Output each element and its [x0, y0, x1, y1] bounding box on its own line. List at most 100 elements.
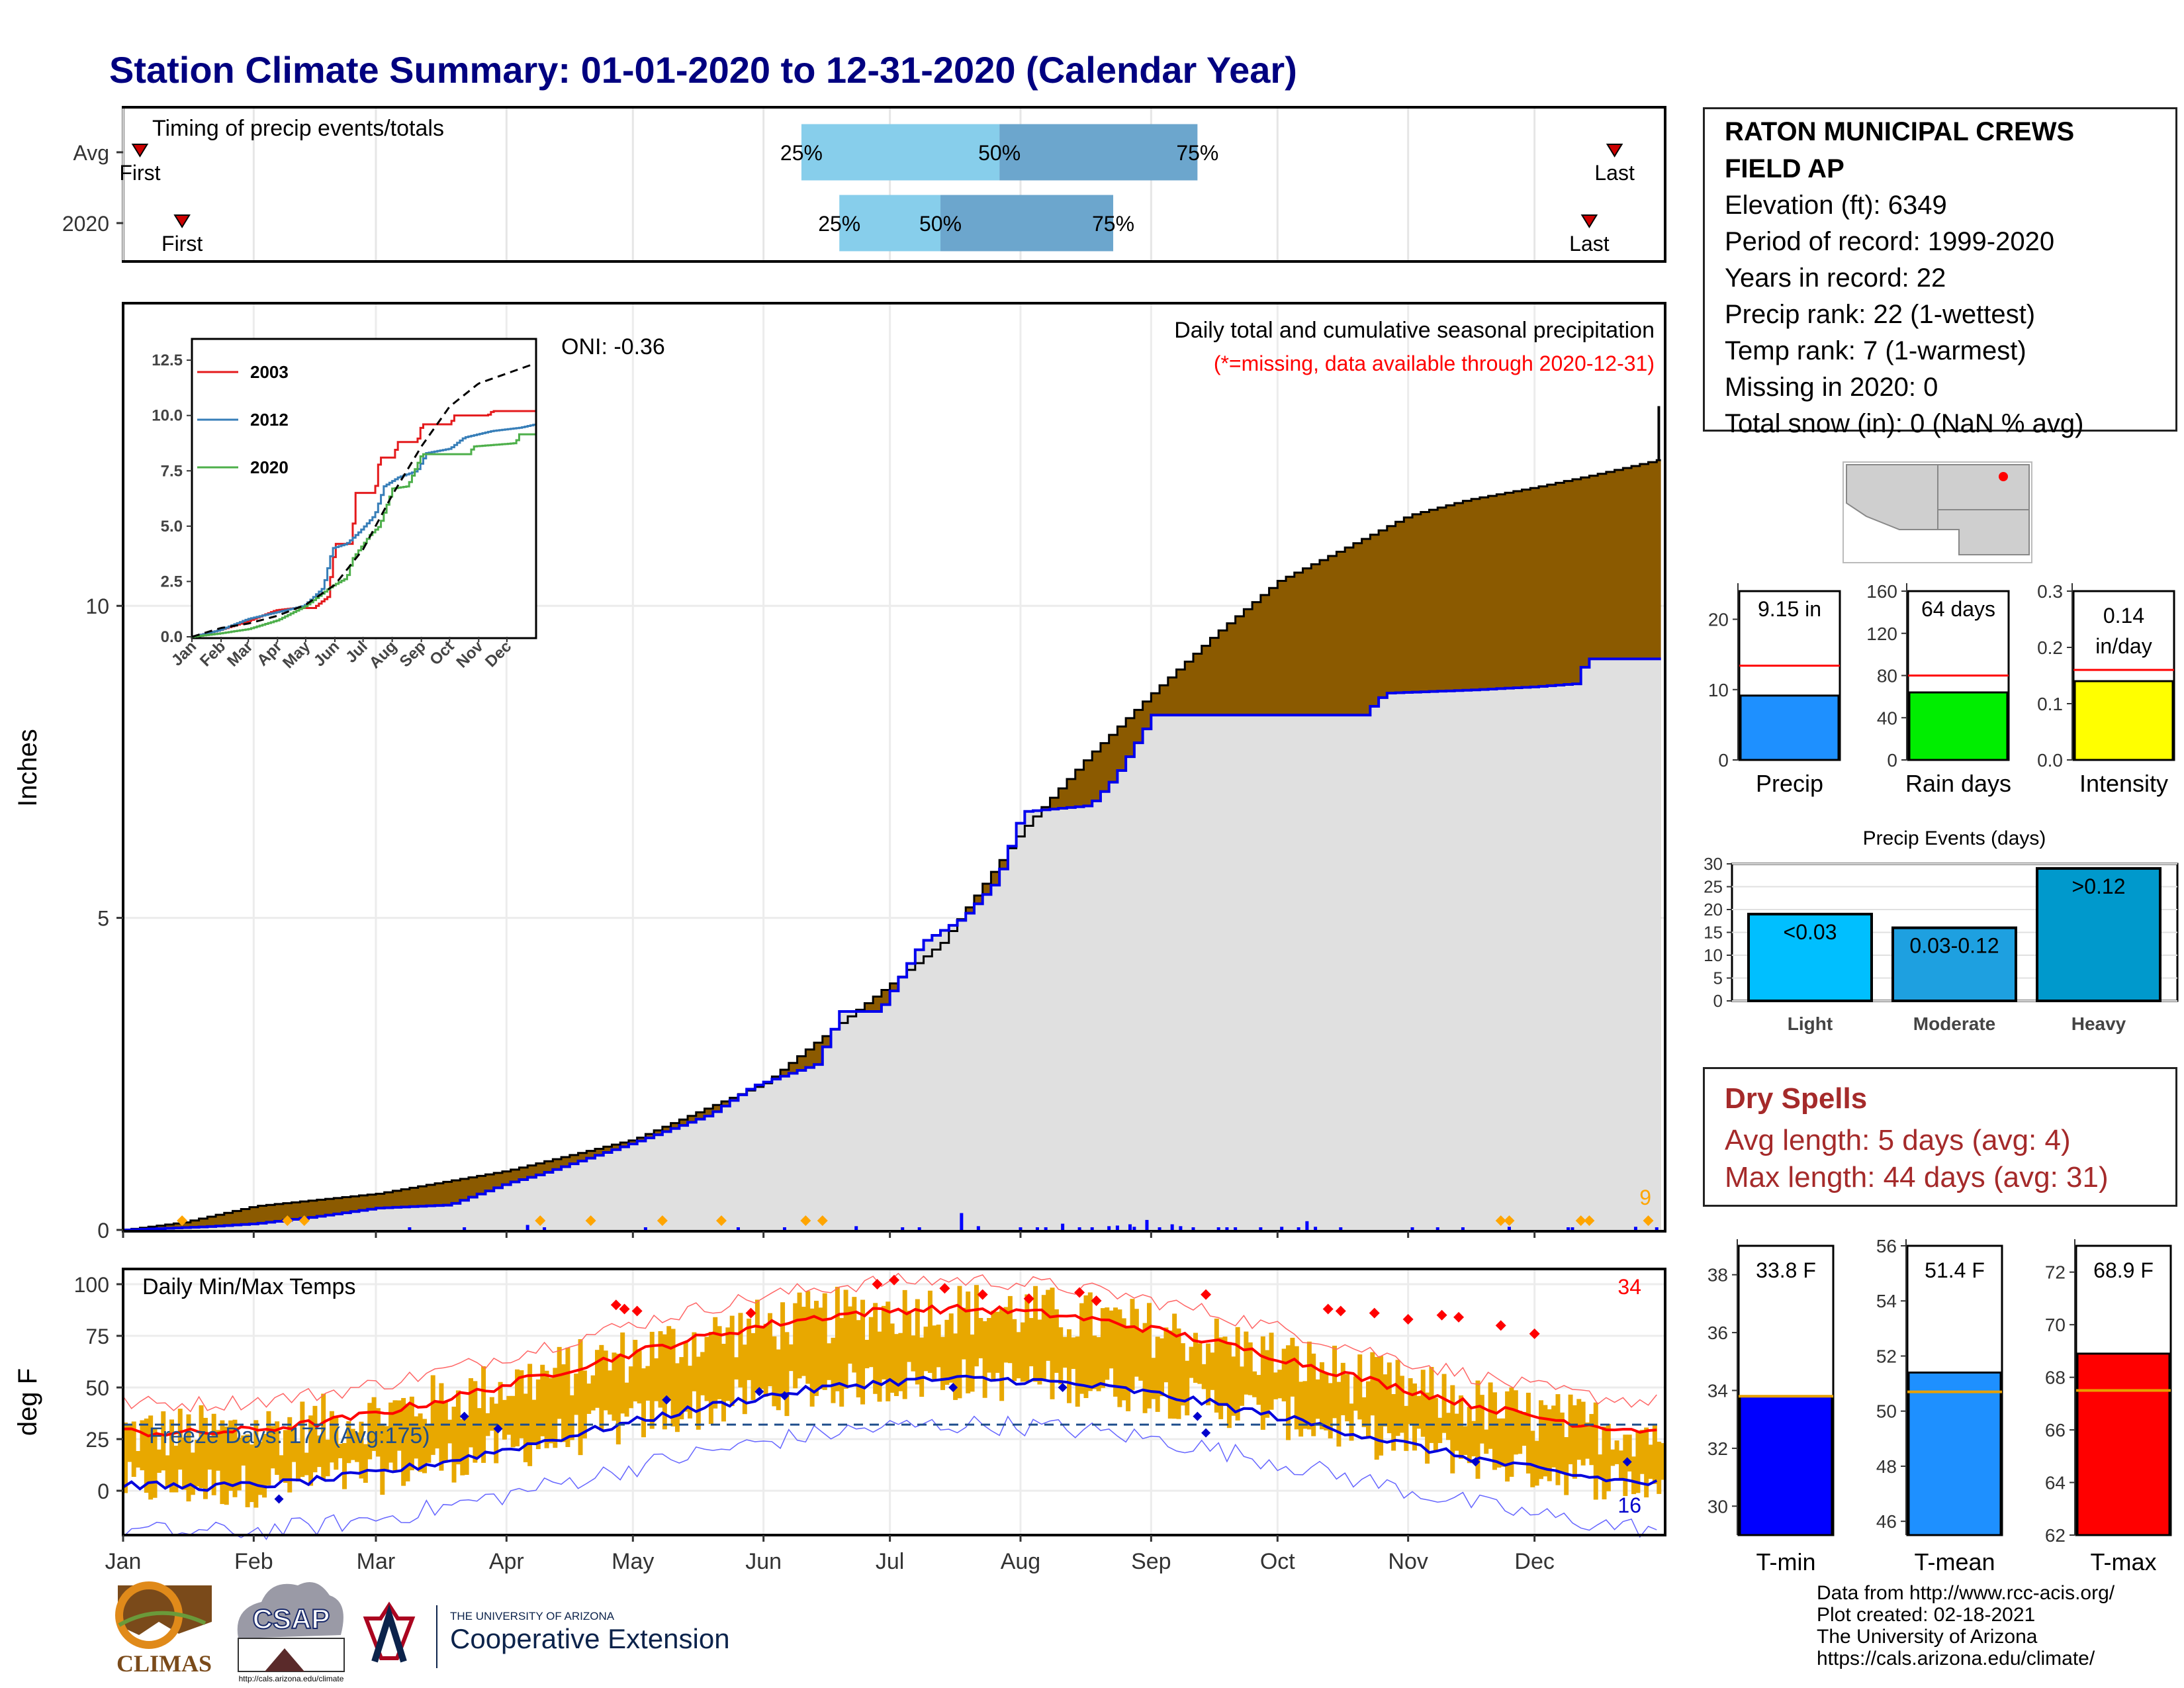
daily-precip-bar [1191, 1227, 1195, 1230]
mini-chart-y-tick-label: 120 [1866, 624, 1897, 644]
daily-temp-bar [1028, 1318, 1034, 1366]
daily-temp-bar [241, 1435, 246, 1466]
daily-temp-bar [961, 1307, 966, 1360]
daily-temp-bar [1572, 1405, 1577, 1479]
daily-temp-bar [894, 1334, 899, 1397]
daily-temp-bar [1580, 1401, 1586, 1466]
record-low-marker [1201, 1428, 1211, 1438]
daily-temp-bar [1610, 1449, 1615, 1466]
daily-temp-bar [780, 1302, 786, 1395]
daily-temp-bar [966, 1291, 971, 1393]
daily-temp-bar [801, 1307, 806, 1376]
daily-temp-bar [1657, 1441, 1662, 1494]
daily-temp-bar [1576, 1399, 1582, 1460]
daily-precip-bar [901, 1227, 905, 1230]
daily-temp-bar [371, 1397, 377, 1451]
daily-temp-bar [637, 1350, 642, 1404]
mini-chart-label: Precip [1756, 770, 1823, 797]
daily-precip-bar [1225, 1227, 1229, 1230]
precip-y-tick-label: 10 [85, 594, 109, 618]
daily-temp-bar [898, 1333, 903, 1391]
daily-temp-bar [612, 1352, 617, 1421]
daily-temp-bar [1269, 1333, 1274, 1410]
events-bar-moderate [1891, 926, 2017, 1002]
record-high-marker [1074, 1287, 1085, 1298]
daily-temp-bar [506, 1395, 512, 1435]
temp-chart-label: T-mean [1914, 1548, 1995, 1575]
record-high-marker [1402, 1314, 1414, 1325]
daily-temp-bar [717, 1326, 722, 1399]
daily-temp-bar [1189, 1346, 1194, 1378]
daily-temp-bar [1167, 1330, 1173, 1419]
timing-marker-label: First [161, 232, 203, 256]
daily-precip-bar [1339, 1227, 1343, 1230]
daily-temp-bar [1425, 1392, 1430, 1464]
daily-temp-bar [190, 1452, 195, 1495]
daily-temp-bar [1020, 1322, 1025, 1382]
daily-temp-bar [216, 1430, 221, 1471]
temp-x-tick-label: May [612, 1549, 654, 1574]
daily-temp-bar [236, 1438, 242, 1491]
daily-temp-bar [1450, 1385, 1455, 1474]
daily-precip-bar [525, 1225, 529, 1230]
daily-temp-bar [1644, 1427, 1649, 1498]
daily-temp-bar [1324, 1372, 1329, 1430]
dry-spells-title: Dry Spells [1725, 1082, 1868, 1115]
daily-temp-bar [852, 1297, 857, 1373]
daily-precip-bar [463, 1227, 467, 1230]
timing-p50-label: 50% [919, 212, 962, 236]
mini-chart-y-tick-label: 40 [1877, 708, 1897, 728]
daily-temp-bar [1361, 1397, 1367, 1427]
daily-temp-bar [1585, 1422, 1590, 1459]
daily-temp-bar [754, 1299, 760, 1391]
precip-y-tick-label: 0 [97, 1219, 109, 1243]
daily-temp-bar [1218, 1337, 1224, 1419]
missing-note: (*=missing, data available through 2020-… [1214, 352, 1655, 375]
daily-temp-bar [316, 1435, 322, 1468]
daily-temp-bar [1092, 1335, 1097, 1389]
daily-temp-bar [586, 1383, 592, 1414]
daily-temp-bar [688, 1366, 693, 1419]
daily-temp-bar [742, 1344, 747, 1415]
daily-temp-bar [1185, 1360, 1190, 1416]
daily-precip-bar [1297, 1227, 1300, 1230]
daily-temp-bar [873, 1303, 878, 1394]
daily-temp-bar [1096, 1336, 1101, 1391]
daily-temp-bar [173, 1445, 179, 1493]
temp-x-tick-label: Nov [1388, 1549, 1428, 1574]
record-high-marker [1453, 1311, 1465, 1323]
daily-temp-bar [1222, 1336, 1228, 1406]
record-high-marker [1335, 1305, 1346, 1317]
daily-temp-bar [1379, 1356, 1384, 1456]
daily-temp-bar [1602, 1427, 1607, 1500]
page-title: Station Climate Summary: 01-01-2020 to 1… [109, 49, 1297, 91]
mini-chart-y-tick-label: 0 [1887, 750, 1897, 771]
precip-panel: 0 5 10 Inches ONI: -0.36 Daily total and c… [13, 302, 1666, 1243]
ua-extension-text: Cooperative Extension [450, 1623, 730, 1654]
daily-temp-bar [569, 1395, 574, 1440]
daily-temp-bar [131, 1421, 136, 1477]
daily-temp-bar [334, 1416, 339, 1470]
inset-y-tick-label: 2.5 [161, 573, 183, 590]
daily-temp-bar [342, 1442, 347, 1489]
daily-temp-bar [321, 1393, 326, 1481]
daily-precip-bar [1314, 1227, 1318, 1230]
daily-temp-bar [620, 1332, 625, 1414]
daily-temp-bar [953, 1333, 958, 1400]
station-missing: Missing in 2020: 0 [1725, 373, 1938, 402]
daily-temp-bar [1138, 1329, 1144, 1381]
timing-p25-label: 25% [780, 141, 823, 165]
daily-temp-bar [725, 1327, 731, 1401]
daily-temp-bar [814, 1301, 819, 1396]
inset-legend-label: 2012 [250, 410, 289, 430]
temp-chart-y-tick-label: 72 [2045, 1262, 2066, 1283]
daily-temp-bar [776, 1349, 781, 1411]
daily-temp-bar [645, 1366, 651, 1401]
daily-temp-bar [409, 1396, 414, 1471]
daily-temp-bar [287, 1417, 293, 1493]
station-snow: Total snow (in): 0 (NaN % avg) [1725, 409, 2084, 438]
daily-temp-bar [1252, 1371, 1257, 1397]
station-temp-rank: Temp rank: 7 (1-warmest) [1725, 336, 2026, 365]
daily-precip-bar [917, 1227, 921, 1230]
daily-precip-bar [1128, 1224, 1132, 1230]
